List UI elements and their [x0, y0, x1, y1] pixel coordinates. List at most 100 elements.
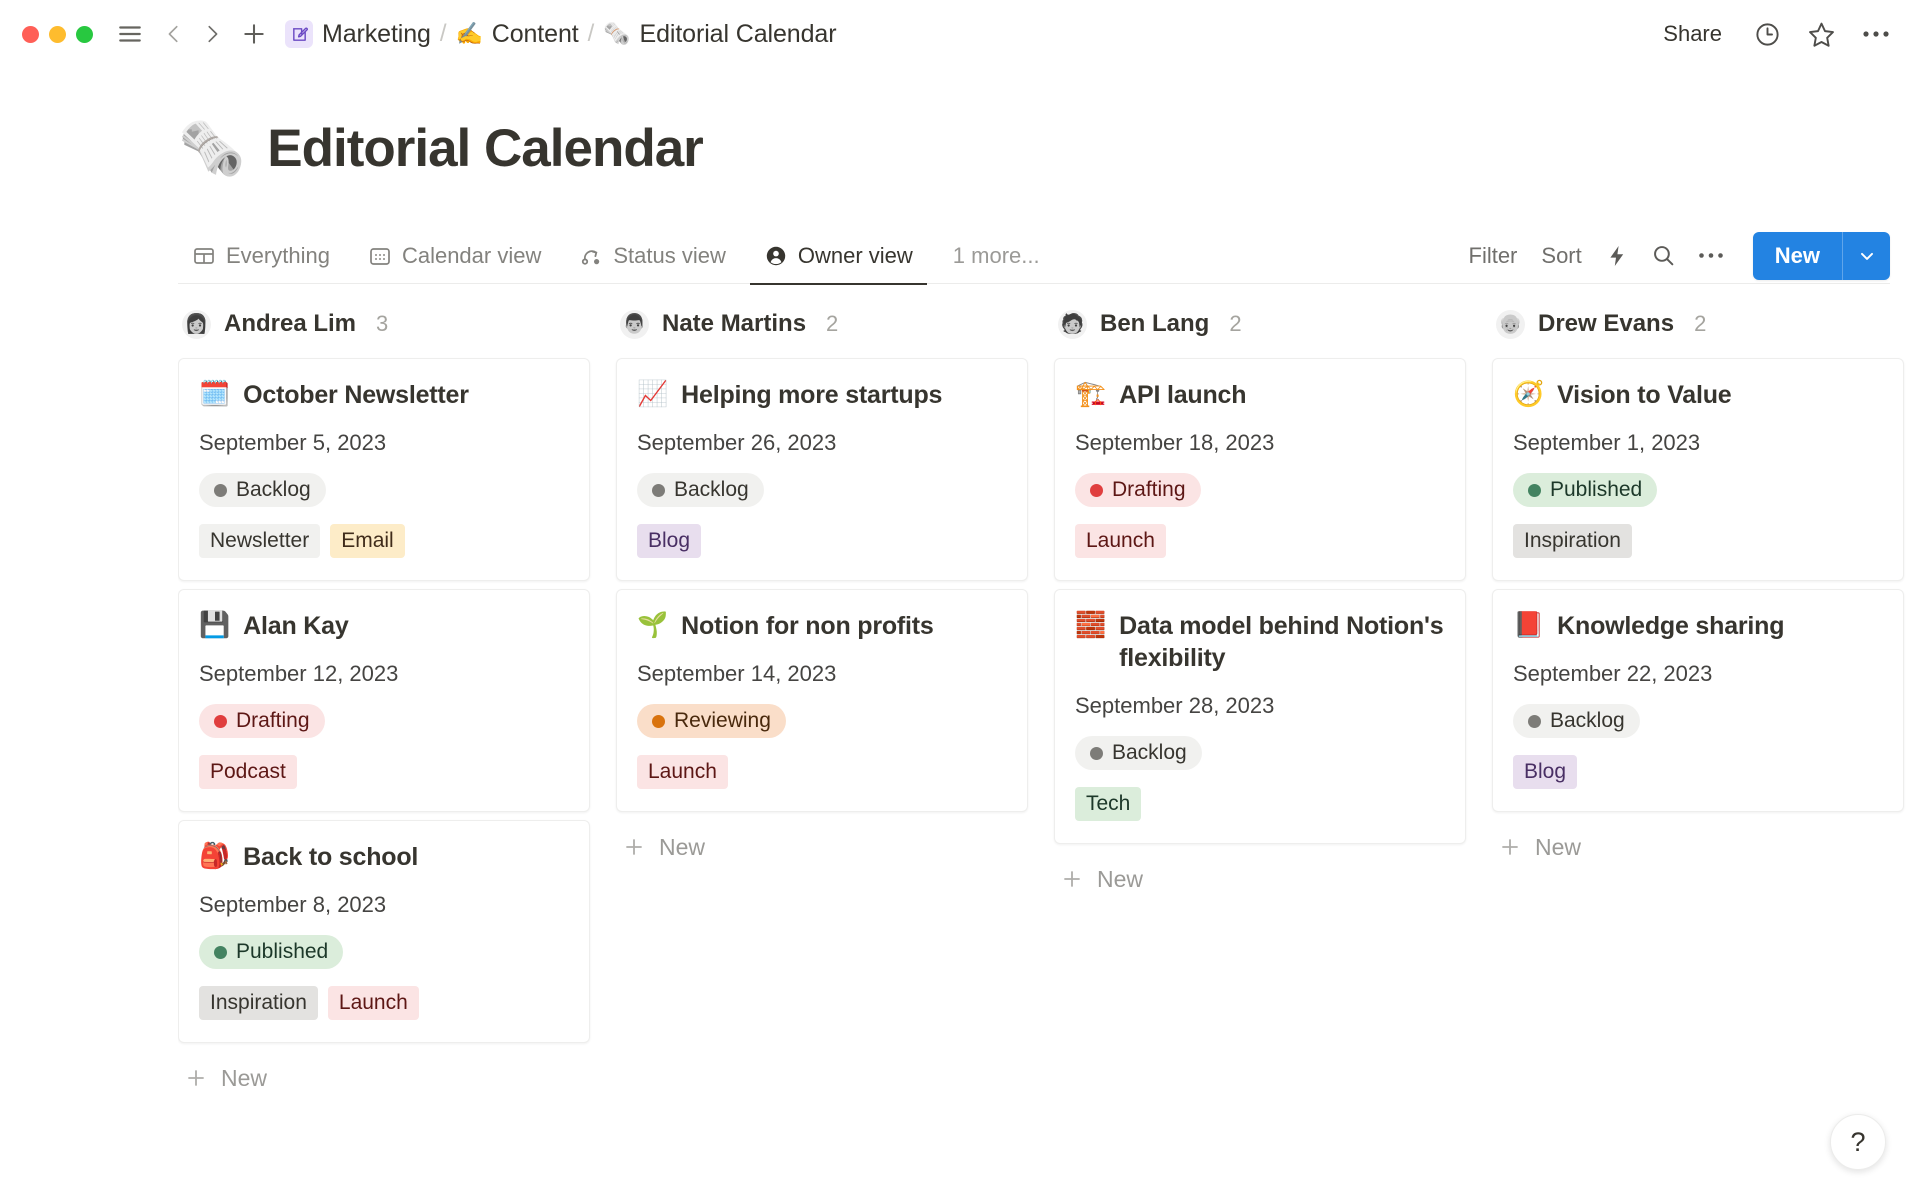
tab-everything[interactable]: Everything: [178, 228, 344, 284]
add-card-button[interactable]: New: [616, 820, 1028, 874]
card-date: September 18, 2023: [1075, 430, 1275, 455]
rolled-newspaper-icon: 🗞️: [603, 21, 631, 46]
breadcrumb-separator-2: /: [587, 20, 595, 47]
filter-button[interactable]: Filter: [1468, 242, 1518, 268]
sort-button[interactable]: Sort: [1541, 242, 1582, 268]
board-card[interactable]: 📈 Helping more startups September 26, 2023…: [616, 358, 1028, 581]
board-card[interactable]: 🏗️ API launch September 18, 2023 Drafting La…: [1054, 358, 1466, 581]
search-icon[interactable]: [1640, 237, 1687, 274]
status-dot-icon: [652, 483, 665, 497]
person-icon: [764, 244, 788, 268]
maximize-window-button[interactable]: [76, 25, 93, 43]
column-card-count: 2: [826, 311, 839, 336]
status-dot-icon: [1528, 714, 1541, 728]
lightning-icon[interactable]: [1594, 237, 1640, 275]
tab-label-owner-view: Owner view: [797, 242, 913, 268]
card-emoji-icon: 📈: [637, 380, 669, 408]
card-title: Vision to Value: [1557, 381, 1732, 409]
avatar: 👩: [182, 309, 211, 339]
minimize-window-button[interactable]: [49, 25, 66, 43]
tab-label-calendar-view: Calendar view: [401, 242, 542, 268]
board-card[interactable]: 🧭 Vision to Value September 1, 2023 Publish…: [1492, 358, 1904, 581]
card-title: Data model behind Notion's flexibility: [1119, 612, 1444, 672]
chevron-down-icon[interactable]: [1842, 231, 1890, 280]
page-title-text[interactable]: Editorial Calendar: [267, 119, 704, 178]
status-label: Published: [236, 940, 329, 963]
board-card[interactable]: 🎒 Back to school September 8, 2023 Publishe…: [178, 820, 590, 1043]
status-badge: Reviewing: [637, 704, 786, 738]
card-status-row: Published: [1513, 473, 1883, 507]
help-button[interactable]: ?: [1830, 1114, 1886, 1170]
column-cards: 🗓️ October Newsletter September 5, 2023 Bac…: [178, 358, 590, 1043]
share-button[interactable]: Share: [1663, 21, 1722, 46]
status-label: Published: [1550, 478, 1643, 501]
plus-icon: [1498, 835, 1522, 859]
breadcrumb-item-editorial-calendar[interactable]: 🗞️ Editorial Calendar: [603, 20, 836, 49]
column-header[interactable]: 👨 Nate Martins 2: [616, 300, 1028, 348]
tab-calendar-view[interactable]: Calendar view: [354, 228, 555, 284]
card-title-row: 🎒 Back to school: [199, 841, 569, 873]
status-dot-icon: [1090, 746, 1103, 760]
card-status-row: Published: [199, 935, 569, 969]
card-status-row: Backlog: [637, 473, 1007, 507]
rolled-newspaper-icon[interactable]: 🗞️: [178, 118, 246, 179]
close-window-button[interactable]: [22, 25, 39, 43]
status-badge: Backlog: [1075, 736, 1202, 770]
board-card[interactable]: 💾 Alan Kay September 12, 2023 Drafting Podca…: [178, 589, 590, 812]
board-column-drew-evans: 👴 Drew Evans 2 🧭 Vision to Value September 1,…: [1492, 300, 1904, 1200]
breadcrumb-item-content[interactable]: ✍️ Content: [455, 20, 578, 49]
card-emoji-icon: 📕: [1513, 611, 1545, 639]
forward-navigation-icon[interactable]: [201, 21, 223, 47]
card-date: September 5, 2023: [199, 430, 387, 455]
card-status-row: Backlog: [1513, 704, 1883, 738]
new-page-plus-icon[interactable]: [241, 21, 267, 47]
card-title-row: 🧭 Vision to Value: [1513, 379, 1883, 411]
tab-owner-view[interactable]: Owner view: [749, 228, 927, 285]
card-title: Knowledge sharing: [1557, 612, 1785, 640]
view-toolbar-actions: Filter Sort New: [1457, 231, 1890, 280]
board-card[interactable]: 🌱 Notion for non profits September 14, 202…: [616, 589, 1028, 812]
breadcrumb-label-marketing: Marketing: [322, 19, 431, 48]
column-header[interactable]: 👴 Drew Evans 2: [1492, 300, 1904, 348]
tag-chip: Blog: [637, 524, 702, 558]
avatar: 👴: [1496, 309, 1525, 339]
tag-chip: Launch: [637, 755, 728, 789]
add-card-button[interactable]: New: [178, 1051, 590, 1105]
card-title-row: 🏗️ API launch: [1075, 379, 1445, 411]
breadcrumb-label-content: Content: [491, 19, 579, 48]
card-title-row: 📈 Helping more startups: [637, 379, 1007, 411]
board-card[interactable]: 🗓️ October Newsletter September 5, 2023 Bac…: [178, 358, 590, 581]
card-title-row: 🧱 Data model behind Notion's flexibility: [1075, 610, 1445, 674]
board-card[interactable]: 📕 Knowledge sharing September 22, 2023 Back…: [1492, 589, 1904, 812]
breadcrumb-separator-1: /: [439, 20, 447, 47]
card-title: October Newsletter: [243, 381, 469, 409]
ellipsis-icon[interactable]: [1862, 29, 1890, 39]
status-label: Backlog: [1550, 709, 1625, 732]
more-views-button[interactable]: 1 more...: [952, 242, 1040, 268]
add-card-button[interactable]: New: [1054, 852, 1466, 906]
column-owner-name: Andrea Lim: [224, 310, 357, 337]
column-header[interactable]: 👩 Andrea Lim 3: [178, 300, 590, 348]
card-emoji-icon: 🌱: [637, 611, 669, 639]
view-tabs: Everything Calendar view: [178, 228, 1052, 285]
clock-icon[interactable]: [1754, 21, 1781, 48]
card-date: September 14, 2023: [637, 661, 837, 686]
sidebar-toggle-icon[interactable]: [117, 21, 143, 47]
board-group-by-owner: 👩 Andrea Lim 3 🗓️ October Newsletter Septembe…: [178, 300, 1920, 1200]
card-title: Back to school: [243, 843, 419, 871]
add-card-label: New: [659, 833, 706, 860]
back-navigation-icon[interactable]: [163, 21, 185, 47]
window-titlebar: Marketing / ✍️ Content / 🗞️ Editorial Ca…: [0, 0, 1920, 68]
add-card-label: New: [1535, 833, 1582, 860]
star-icon[interactable]: [1807, 20, 1836, 49]
column-header[interactable]: 🧑 Ben Lang 2: [1054, 300, 1466, 348]
add-card-button[interactable]: New: [1492, 820, 1904, 874]
tab-status-view[interactable]: Status view: [565, 228, 740, 284]
status-dot-icon: [1090, 483, 1103, 497]
breadcrumb-item-marketing[interactable]: Marketing: [285, 20, 431, 49]
card-status-row: Reviewing: [637, 704, 1007, 738]
new-button[interactable]: New: [1774, 242, 1820, 268]
card-emoji-icon: 🎒: [199, 842, 231, 870]
board-card[interactable]: 🧱 Data model behind Notion's flexibility S…: [1054, 589, 1466, 844]
ellipsis-icon[interactable]: [1687, 245, 1735, 266]
